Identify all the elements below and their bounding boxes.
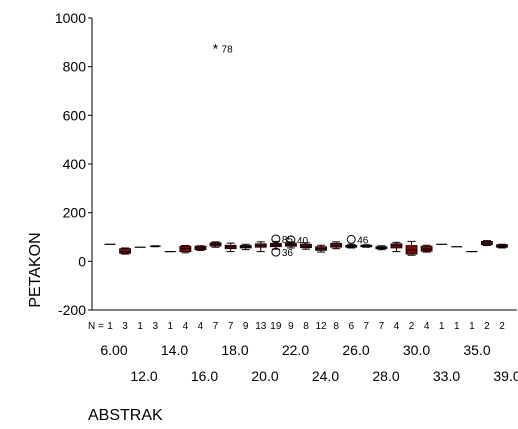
outlier-label: 85 bbox=[282, 235, 294, 246]
n-count-row: N = 1 3 1 3 1 4 4 7 7 9 13 19 9 8 12 8 6 7 7 4 2 4 1 1 1 2 2 bbox=[88, 321, 505, 332]
n-count: 3 bbox=[122, 321, 128, 332]
x-tick-label: 16.0 bbox=[191, 368, 218, 384]
box-39.0-14 bbox=[315, 244, 327, 253]
x-tick-label: 30.0 bbox=[403, 342, 430, 358]
box-30.0-10 bbox=[254, 241, 267, 253]
outlier-85: 85 bbox=[271, 234, 294, 246]
y-tick-label: -200 bbox=[58, 302, 86, 318]
box-24.0-7 bbox=[209, 241, 222, 248]
box-39.0-19 bbox=[390, 241, 403, 253]
box-39.0-25 bbox=[481, 240, 493, 247]
x-tick-label: 14.0 bbox=[161, 342, 188, 358]
outlier-label: 46 bbox=[357, 235, 369, 246]
x-tick-label: 26.0 bbox=[342, 342, 369, 358]
n-count: 6 bbox=[348, 321, 354, 332]
n-count: 1 bbox=[439, 321, 445, 332]
n-count: 4 bbox=[198, 321, 204, 332]
n-count: 4 bbox=[394, 321, 400, 332]
outlier-circle-marker bbox=[271, 247, 281, 257]
x-axis-tick-labels: 6.00 14.0 18.0 22.0 26.0 30.0 35.0 12.0 16.0 20.0… bbox=[100, 342, 518, 384]
n-count: 4 bbox=[183, 321, 189, 332]
box-20.0-5 bbox=[179, 245, 192, 254]
y-axis-ticks: -200 0 200 400 600 800 1000 bbox=[55, 10, 92, 318]
y-tick-label: 1000 bbox=[55, 10, 86, 26]
outlier-circle-marker bbox=[286, 235, 296, 245]
x-tick-label: 24.0 bbox=[312, 368, 339, 384]
y-tick-label: 0 bbox=[78, 253, 86, 269]
n-count: 13 bbox=[255, 321, 267, 332]
x-tick-label: 28.0 bbox=[372, 368, 399, 384]
y-axis-label: PETAKON bbox=[27, 232, 44, 307]
y-tick-label: 600 bbox=[63, 107, 87, 123]
box-39.0-16 bbox=[345, 243, 358, 249]
n-count: 12 bbox=[316, 321, 328, 332]
box-39.0-13 bbox=[300, 242, 312, 250]
extreme-star-marker: * bbox=[213, 40, 219, 56]
n-count: 1 bbox=[137, 321, 143, 332]
n-count: 19 bbox=[270, 321, 282, 332]
x-tick-label: 6.00 bbox=[100, 342, 127, 358]
outlier-circle-marker bbox=[271, 234, 281, 244]
outlier-circle-marker bbox=[346, 234, 356, 244]
box-12.0-1 bbox=[119, 247, 131, 255]
x-tick-label: 12.0 bbox=[130, 368, 157, 384]
box-39.0-21 bbox=[420, 244, 433, 253]
n-count: 3 bbox=[152, 321, 158, 332]
box-35.0-12 bbox=[285, 241, 297, 249]
box-39.0-17 bbox=[360, 244, 373, 248]
n-count: 2 bbox=[484, 321, 490, 332]
x-tick-label: 33.0 bbox=[433, 368, 460, 384]
n-count: 4 bbox=[424, 321, 430, 332]
box-iqr bbox=[405, 245, 418, 255]
box-28.0-9 bbox=[239, 243, 252, 251]
plot-axes bbox=[91, 18, 517, 311]
y-tick-label: 800 bbox=[63, 59, 87, 75]
box-series bbox=[104, 240, 508, 256]
x-tick-label: 20.0 bbox=[251, 368, 278, 384]
outlier-label: 40 bbox=[297, 236, 309, 247]
box-26.0-8 bbox=[224, 242, 237, 253]
x-axis-label: ABSTRAK bbox=[88, 407, 163, 424]
y-tick-label: 400 bbox=[63, 156, 87, 172]
n-count: 1 bbox=[454, 321, 460, 332]
box-39.0-26 bbox=[496, 243, 508, 249]
n-count: 7 bbox=[213, 321, 219, 332]
outlier-40: 40 bbox=[286, 235, 309, 247]
box-16.0-3 bbox=[149, 245, 161, 248]
n-count: 8 bbox=[303, 321, 309, 332]
x-tick-label: 22.0 bbox=[282, 342, 309, 358]
box-39.0-18 bbox=[375, 245, 388, 251]
n-count: 1 bbox=[469, 321, 475, 332]
n-count: 7 bbox=[379, 321, 385, 332]
x-tick-label: 18.0 bbox=[221, 342, 248, 358]
outlier-36: 36 bbox=[271, 247, 294, 259]
n-count: 8 bbox=[333, 321, 339, 332]
n-prefix: N = bbox=[88, 321, 104, 332]
n-count: 9 bbox=[243, 321, 249, 332]
box-39.0-15 bbox=[330, 241, 343, 250]
n-count: 1 bbox=[168, 321, 174, 332]
n-count: 7 bbox=[364, 321, 370, 332]
n-count: 2 bbox=[499, 321, 505, 332]
n-count: 1 bbox=[107, 321, 113, 332]
box-22.0-6 bbox=[194, 245, 207, 251]
x-tick-label: 39.0 bbox=[493, 368, 518, 384]
y-tick-label: 200 bbox=[63, 205, 87, 221]
box-iqr bbox=[119, 248, 131, 254]
box-39.0-20 bbox=[405, 240, 418, 256]
outlier-label: 78 bbox=[222, 44, 234, 55]
outlier-46: 46 bbox=[346, 234, 369, 246]
outlier-78: * 78 bbox=[213, 40, 233, 56]
outlier-label: 36 bbox=[282, 248, 294, 259]
n-count: 9 bbox=[288, 321, 294, 332]
x-tick-label: 35.0 bbox=[463, 342, 490, 358]
n-count: 2 bbox=[409, 321, 415, 332]
n-count: 7 bbox=[228, 321, 234, 332]
